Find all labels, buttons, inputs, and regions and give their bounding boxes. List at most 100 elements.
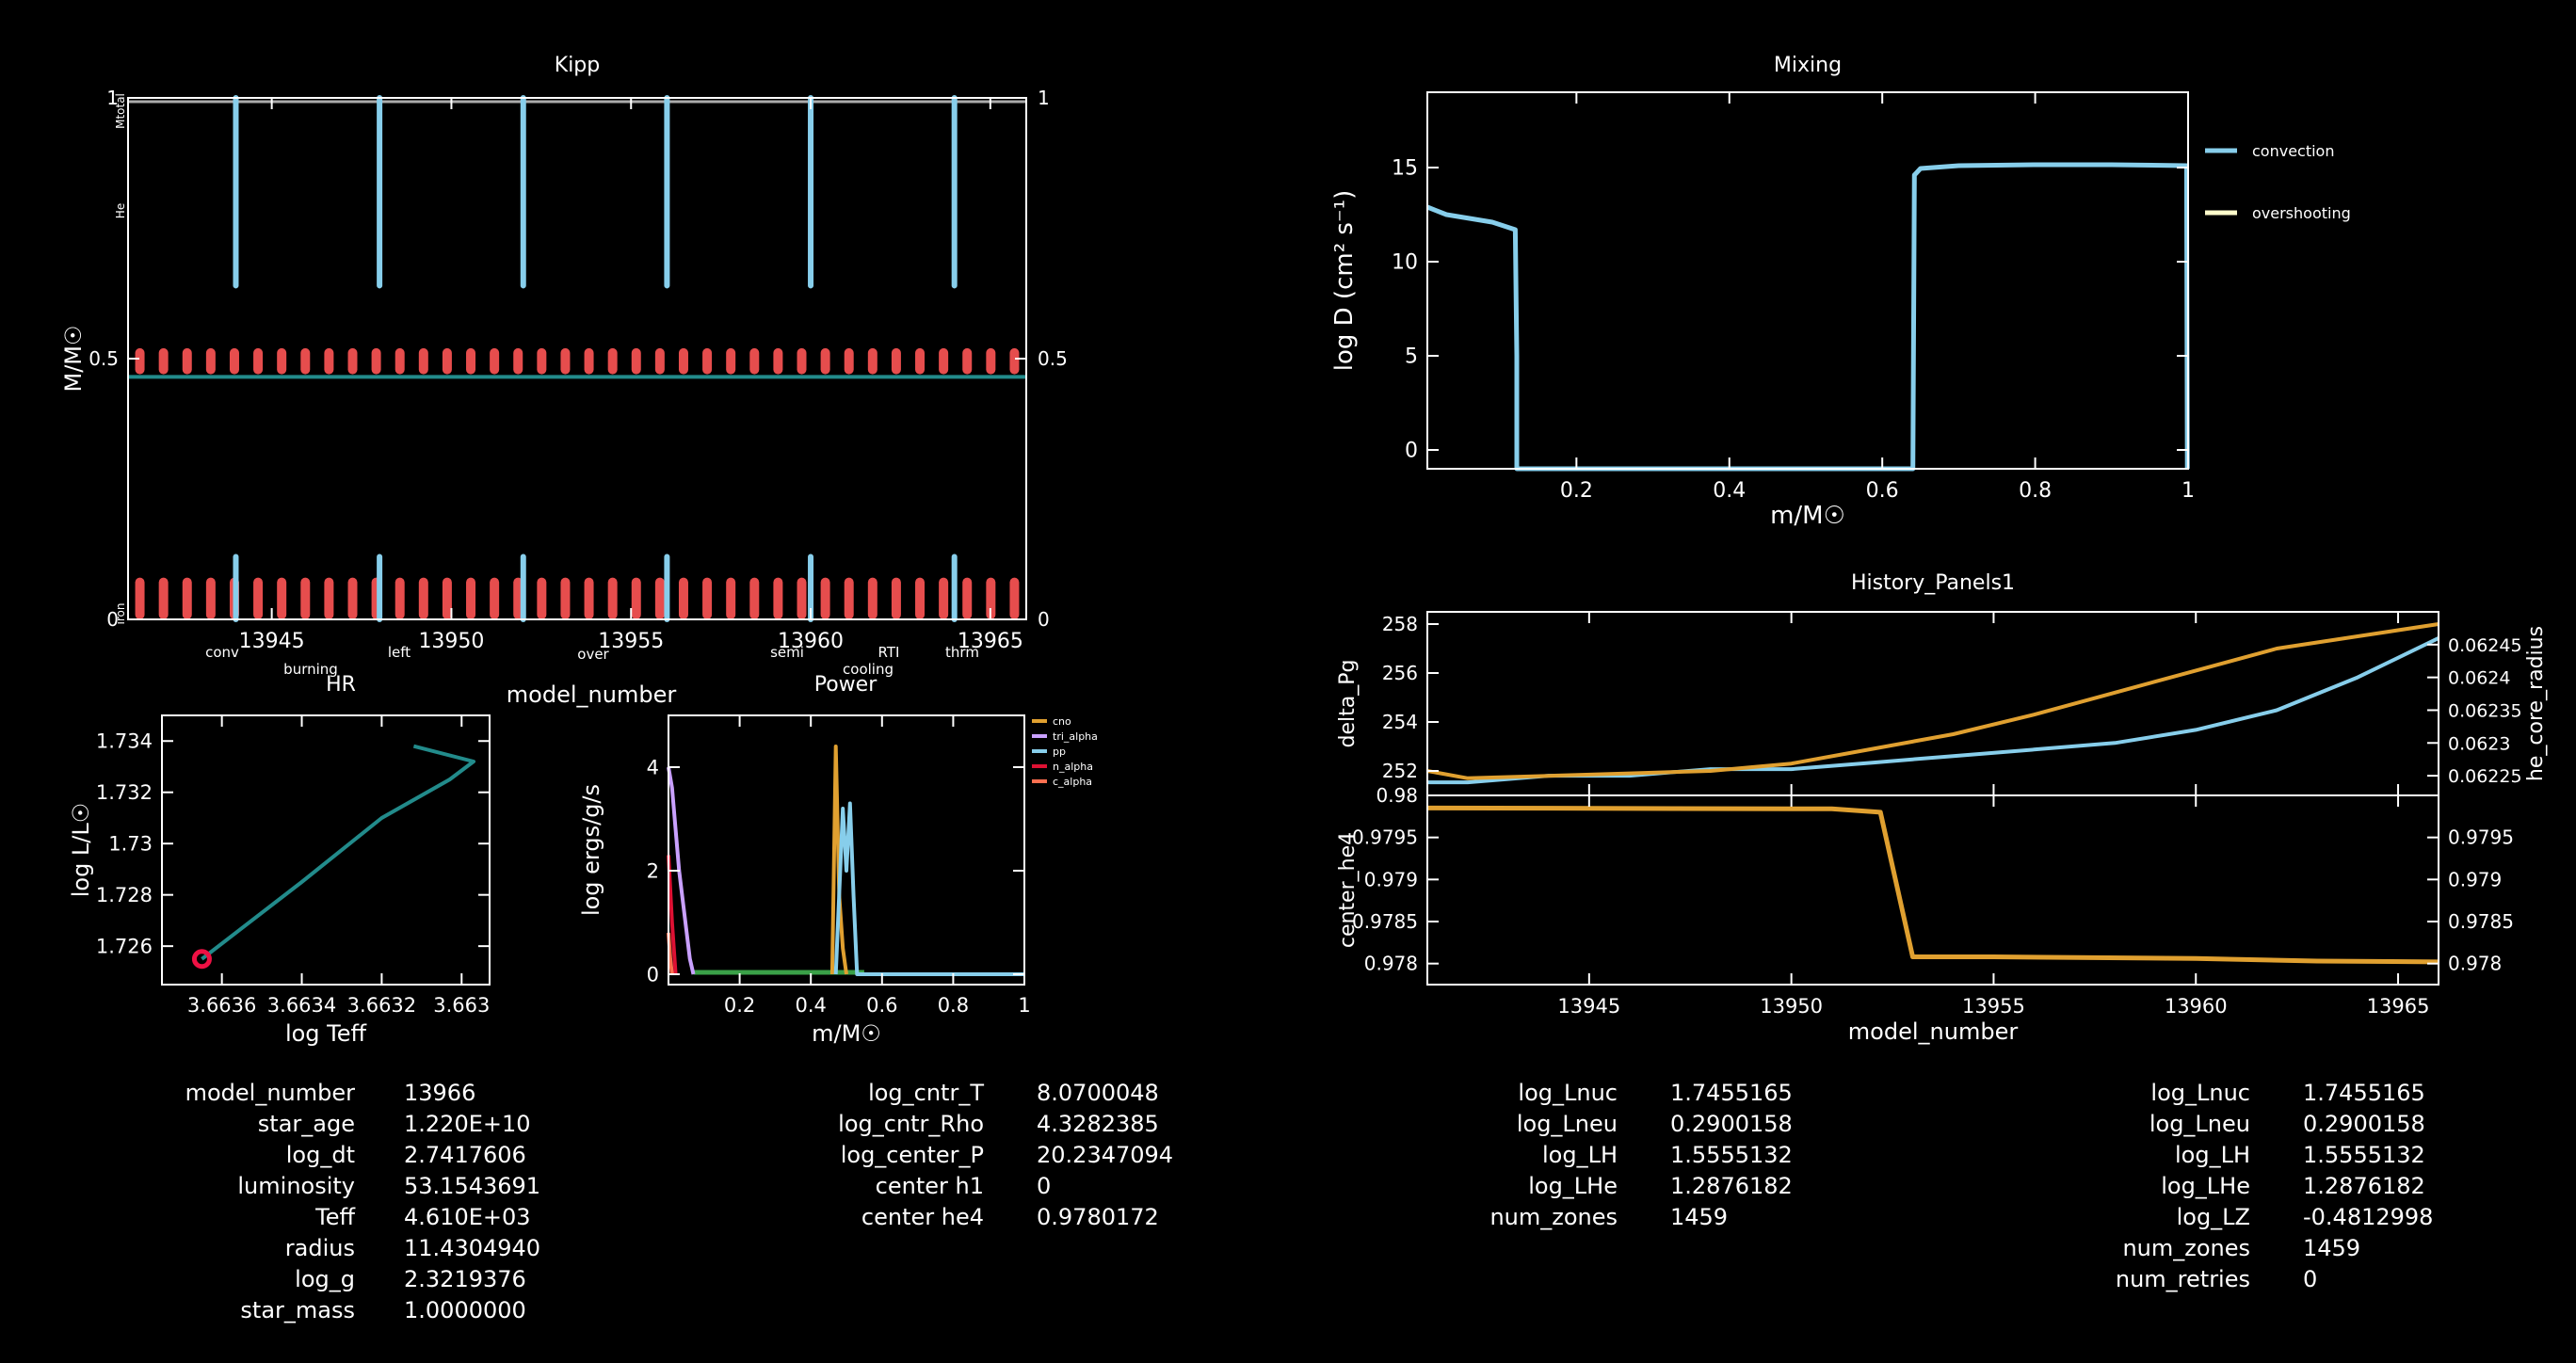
history-bottom-y-tick-label-right: 0.979 [2448,868,2502,890]
table-key: log_cntr_Rho [838,1111,984,1137]
table-row: log_LH 1.5555132 [2090,1140,2433,1171]
table-row: log_LH 1.5555132 [1469,1140,1793,1171]
table-value: 20.2347094 [1037,1142,1174,1168]
table-key: num_zones [1489,1204,1618,1230]
burning-region [277,347,287,375]
mixing-frame [1426,91,2189,470]
kipp-legend-label: over [577,646,609,663]
burning-region [229,347,239,375]
kipp-x-tick-label: 13950 [418,630,484,653]
table-row: log_Lneu 0.2900158 [2090,1109,2433,1140]
table-value: 0.2900158 [1670,1111,1793,1137]
table-value: -0.4812998 [2303,1204,2434,1230]
burning-region [324,577,334,619]
hr-current-point [191,949,212,970]
history-top-y-axis-label: delta_Pg [1336,660,1360,748]
mixing-x-tick-label: 0.6 [1866,479,1899,503]
burning-region [182,347,192,375]
kipp-x-tick-label: 13960 [778,630,844,653]
table-value: 1459 [1670,1204,1729,1230]
burning-region [678,577,688,619]
burning-region [253,577,264,619]
burning-region [205,577,216,619]
mixing-y-tick-label: 0 [1405,440,1418,463]
history-bottom-y-tick-label: 0.978 [1364,953,1418,975]
table-value: 53.1543691 [404,1173,541,1199]
table-value: 2.3219376 [404,1266,526,1292]
power-y-tick-label: 4 [647,756,659,778]
kipp-legend-label: left [388,644,411,661]
burning-region [466,577,476,619]
table-row: log_LZ -0.4812998 [2090,1202,2434,1233]
table-key: log_LH [2174,1142,2250,1168]
table-key: log_dt [285,1142,355,1168]
burning-region [560,347,571,375]
kipp-frame [127,97,1027,620]
power-frame [668,714,1025,986]
table-row: luminosity 53.1543691 [160,1171,540,1202]
kipp-legend-label: conv [205,644,239,661]
history-bottom-y-tick-label: 0.9785 [1352,910,1418,933]
burning-region [773,577,783,619]
burning-region [726,347,736,375]
table-row: log_dt 2.7417606 [160,1140,540,1171]
power-y-axis-label: log ergs/g/s [578,784,604,916]
hr-title: HR [326,673,356,697]
kipp-label-mtotal: Mtotal [114,93,127,129]
table-value: 1.5555132 [1670,1142,1793,1168]
table-key: log_cntr_T [868,1080,984,1106]
info-table-2: log_cntr_T 8.0700048 log_cntr_Rho 4.328238… [800,1078,1173,1233]
burning-region [654,347,665,375]
burning-region [820,577,830,619]
burning-region [820,347,830,375]
power-x-axis-label: m/M☉ [812,1020,881,1047]
history-x-tick-label: 13955 [1962,995,2025,1018]
table-value: 1.2876182 [1670,1173,1793,1199]
burning-region [915,577,926,619]
burning-region [939,577,949,619]
hr-x-tick-label: 3.663 [433,994,490,1017]
burning-region [158,577,169,619]
hr-x-axis-label: log Teff [285,1020,367,1047]
power-x-tick-label: 0.4 [795,994,826,1017]
kipp-legend-label: burning [283,661,338,678]
history-x-tick-label: 13945 [1557,995,1620,1018]
burning-region [939,347,949,375]
table-row: log_Lneu 0.2900158 [1469,1109,1793,1140]
hr-y-tick-label: 1.732 [96,781,153,804]
table-row: log_LHe 1.2876182 [1469,1171,1793,1202]
burning-region [749,577,760,619]
burning-region [891,347,901,375]
history-top-y-tick-label-right: 0.06245 [2448,635,2522,656]
history-top-y-tick-label: 254 [1382,711,1418,733]
mixing-y-tick-label: 15 [1392,157,1418,181]
burning-region [466,347,476,375]
table-value: 1.0000000 [404,1297,526,1323]
burning-region [418,577,428,619]
burning-region [371,347,381,375]
history-top-y-axis-label-right: he_core_radius [2524,626,2548,781]
burning-region [490,577,500,619]
mixing-x-tick-label: 0.8 [2019,479,2052,503]
history-delta-pg-line [1426,622,2439,780]
burning-region [182,577,192,619]
kipp-y-tick-label: 1 [106,87,119,109]
burning-region [135,577,145,619]
table-key: log_Lneu [2149,1111,2250,1137]
burning-region [513,347,523,375]
kipp-label-iron: iron [114,603,127,625]
power-legend-label: cno [1053,715,1071,728]
table-value: 4.610E+03 [404,1204,531,1230]
power-x-tick-label: 0.8 [938,994,969,1017]
burning-region [702,347,713,375]
kipp-x-tick-label: 13965 [958,630,1023,653]
table-row: log_cntr_Rho 4.3282385 [800,1109,1173,1140]
table-key: radius [284,1235,355,1261]
burning-region [654,577,665,619]
kipp-title: Kipp [555,54,600,77]
burning-region [891,577,901,619]
table-key: Teff [315,1204,355,1230]
history-bottom-y-axis-label: center_he4 [1336,832,1360,948]
table-value: 4.3282385 [1037,1111,1159,1137]
